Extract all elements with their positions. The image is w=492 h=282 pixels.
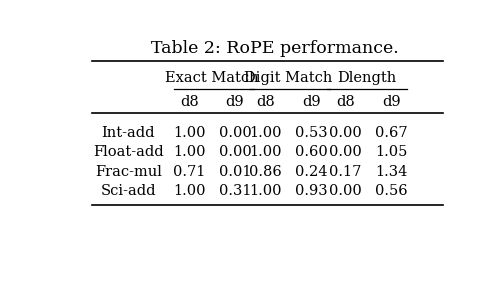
- Text: 1.00: 1.00: [173, 126, 206, 140]
- Text: 0.00: 0.00: [329, 184, 362, 198]
- Text: 0.00: 0.00: [218, 126, 251, 140]
- Text: 0.31: 0.31: [219, 184, 251, 198]
- Text: 0.71: 0.71: [173, 165, 206, 179]
- Text: d8: d8: [256, 95, 275, 109]
- Text: d9: d9: [382, 95, 400, 109]
- Text: Exact Match: Exact Match: [165, 71, 259, 85]
- Text: Dlength: Dlength: [337, 71, 396, 85]
- Text: 1.00: 1.00: [173, 184, 206, 198]
- Text: 0.93: 0.93: [295, 184, 328, 198]
- Text: 0.00: 0.00: [218, 145, 251, 159]
- Text: d8: d8: [180, 95, 199, 109]
- Text: Frac-mul: Frac-mul: [95, 165, 162, 179]
- Text: 1.00: 1.00: [249, 126, 282, 140]
- Text: Float-add: Float-add: [93, 145, 163, 159]
- Text: 0.00: 0.00: [329, 145, 362, 159]
- Text: 0.56: 0.56: [375, 184, 408, 198]
- Text: 0.01: 0.01: [219, 165, 251, 179]
- Text: 1.34: 1.34: [375, 165, 407, 179]
- Text: d9: d9: [302, 95, 321, 109]
- Text: Table 2: RoPE performance.: Table 2: RoPE performance.: [151, 40, 399, 57]
- Text: 0.24: 0.24: [295, 165, 328, 179]
- Text: 0.60: 0.60: [295, 145, 328, 159]
- Text: d9: d9: [226, 95, 245, 109]
- Text: 0.53: 0.53: [295, 126, 328, 140]
- Text: 1.05: 1.05: [375, 145, 407, 159]
- Text: 1.00: 1.00: [249, 184, 282, 198]
- Text: 0.00: 0.00: [329, 126, 362, 140]
- Text: 0.17: 0.17: [329, 165, 362, 179]
- Text: Sci-add: Sci-add: [100, 184, 156, 198]
- Text: 1.00: 1.00: [173, 145, 206, 159]
- Text: Digit Match: Digit Match: [244, 71, 333, 85]
- Text: Int-add: Int-add: [101, 126, 155, 140]
- Text: d8: d8: [336, 95, 355, 109]
- Text: 1.00: 1.00: [249, 145, 282, 159]
- Text: 0.86: 0.86: [249, 165, 282, 179]
- Text: 0.67: 0.67: [375, 126, 408, 140]
